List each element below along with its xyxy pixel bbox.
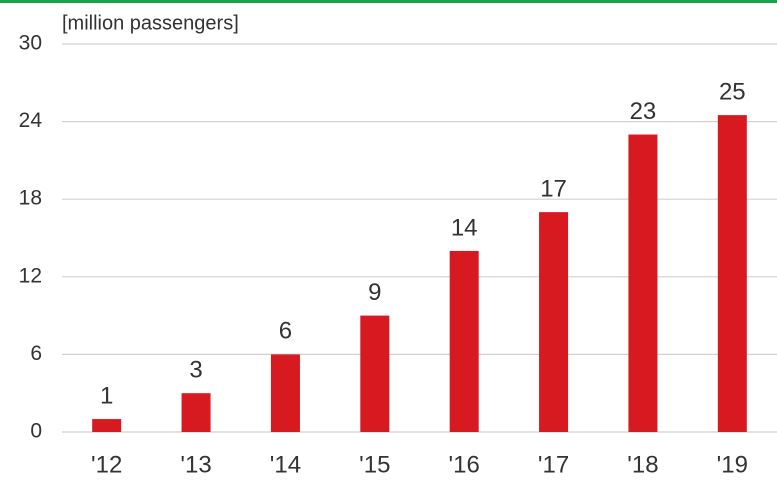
x-tick-label: '13 bbox=[180, 451, 211, 478]
x-tick-label: '18 bbox=[627, 451, 658, 478]
y-tick-label: 0 bbox=[30, 420, 42, 443]
value-label: 25 bbox=[719, 78, 746, 105]
top-border bbox=[0, 0, 777, 3]
bar bbox=[92, 419, 122, 432]
bar bbox=[717, 115, 747, 432]
value-label: 14 bbox=[451, 214, 478, 241]
value-label: 6 bbox=[279, 318, 292, 345]
y-tick-label: 24 bbox=[19, 109, 43, 132]
bar bbox=[628, 134, 658, 433]
bar bbox=[539, 212, 569, 432]
value-label: 17 bbox=[540, 175, 567, 202]
x-tick-label: '19 bbox=[717, 451, 748, 478]
x-tick-label: '14 bbox=[270, 451, 301, 478]
value-label: 3 bbox=[189, 357, 202, 384]
value-label: 23 bbox=[630, 98, 657, 125]
y-tick-label: 12 bbox=[19, 264, 42, 287]
bar bbox=[360, 315, 390, 432]
x-tick-label: '17 bbox=[538, 451, 569, 478]
value-label: 9 bbox=[368, 279, 381, 306]
bar bbox=[449, 250, 479, 432]
bar bbox=[181, 393, 211, 432]
unit-label: [million passengers] bbox=[62, 12, 239, 34]
x-tick-label: '12 bbox=[91, 451, 122, 478]
bar bbox=[270, 354, 300, 432]
y-tick-label: 18 bbox=[19, 187, 42, 210]
x-tick-label: '16 bbox=[449, 451, 480, 478]
x-tick-label: '15 bbox=[359, 451, 390, 478]
y-tick-label: 30 bbox=[19, 32, 42, 55]
y-tick-label: 6 bbox=[30, 342, 42, 365]
value-label: 1 bbox=[100, 382, 113, 409]
